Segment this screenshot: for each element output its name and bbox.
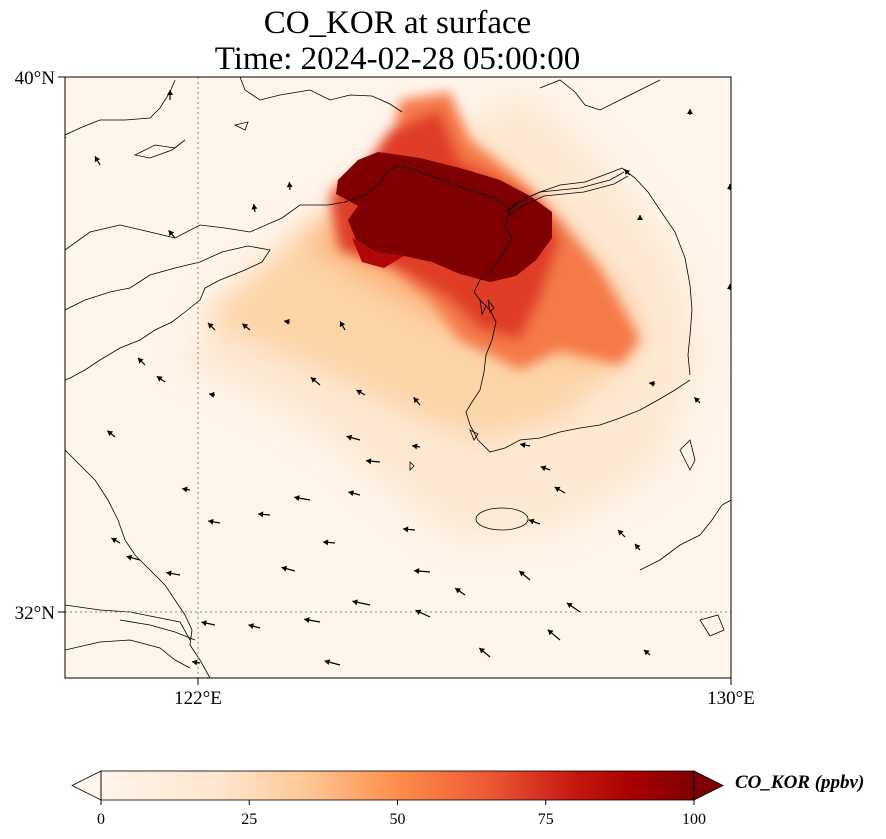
wind-arrow: [201, 620, 216, 627]
wind-arrow: [566, 602, 581, 613]
wind-arrow: [634, 543, 641, 551]
colorbar-tick-label: 75: [538, 811, 554, 828]
wind-arrow: [324, 659, 341, 666]
map-panel: [65, 77, 731, 678]
wind-arrow: [520, 442, 531, 449]
wind-arrow: [478, 647, 491, 658]
map-frame: [64, 76, 732, 679]
wind-arrow: [413, 396, 421, 406]
wind-arrow: [304, 617, 321, 624]
x-axis: 122°E 130°E: [174, 678, 755, 709]
wind-arrow: [348, 490, 361, 497]
wind-arrow: [182, 486, 191, 493]
wind-arrow: [126, 554, 141, 561]
wind-arrow: [286, 181, 293, 191]
wind-arrow: [414, 568, 431, 575]
wind-arrow: [412, 443, 421, 450]
colorbar-gradient: [101, 771, 694, 800]
wind-arrow: [208, 391, 216, 398]
wind-arrow: [623, 168, 631, 176]
wind-arrow: [356, 389, 366, 396]
wind-arrow: [402, 526, 416, 533]
wind-arrow: [322, 539, 336, 546]
wind-arrow: [248, 623, 261, 630]
x-tick-label-130: 130°E: [707, 688, 755, 709]
wind-arrow: [528, 518, 541, 525]
y-tick-label-32: 32°N: [15, 603, 56, 624]
wind-arrow: [687, 109, 693, 115]
colorbar-ticks: 0 25 50 75 100: [97, 800, 706, 828]
wind-arrow: [366, 458, 381, 465]
wind-arrow: [156, 375, 166, 383]
wind-arrow: [167, 90, 173, 100]
wind-arrow: [547, 629, 561, 641]
wind-arrow: [106, 430, 116, 438]
wind-arrow: [257, 511, 271, 518]
wind-arrow: [727, 184, 731, 190]
wind-vectors: [65, 90, 731, 666]
colorbar-min-extend: [71, 770, 102, 801]
x-tick-label-122: 122°E: [174, 688, 222, 709]
wind-arrow: [617, 529, 626, 538]
wind-arrow: [251, 204, 258, 213]
wind-arrow: [540, 465, 551, 472]
wind-arrow: [241, 323, 251, 331]
map-time-subtitle: Time: 2024-02-28 05:00:00: [214, 41, 581, 77]
co-concentration-field: [180, 90, 700, 540]
wind-arrow: [94, 156, 101, 166]
wind-arrow: [137, 357, 146, 366]
wind-arrow: [166, 570, 181, 577]
wind-arrow: [415, 609, 431, 618]
wind-arrow: [346, 434, 361, 441]
wind-arrow: [283, 318, 291, 325]
wind-arrow: [192, 659, 201, 666]
wind-arrow: [352, 599, 371, 606]
wind-arrow: [207, 322, 216, 331]
wind-arrow: [554, 486, 566, 494]
wind-arrow: [310, 376, 321, 386]
wind-arrow: [294, 495, 311, 502]
colorbar-max-extend: [693, 770, 724, 801]
wind-arrow: [281, 565, 296, 572]
wind-arrow: [65, 572, 66, 573]
colorbar-tick-label: 50: [390, 811, 406, 828]
colorbar-tick-label: 25: [241, 811, 257, 828]
wind-arrow: [65, 649, 66, 650]
gridlines: [65, 77, 731, 678]
wind-arrow: [339, 321, 346, 331]
colorbar: 0 25 50 75 100 CO_KOR (ppbv): [71, 770, 864, 828]
coastlines: [65, 77, 731, 678]
wind-arrow: [643, 649, 651, 656]
map-title: CO_KOR at surface: [263, 5, 532, 41]
wind-arrow: [168, 229, 176, 239]
y-tick-label-40: 40°N: [15, 68, 56, 89]
wind-arrow: [693, 396, 701, 404]
wind-arrow: [727, 284, 731, 290]
colorbar-tick-label: 0: [97, 811, 105, 828]
wind-arrow: [518, 570, 531, 581]
colorbar-title: CO_KOR (ppbv): [735, 772, 864, 793]
colorbar-tick-label: 100: [682, 811, 706, 828]
wind-arrow: [454, 587, 466, 596]
wind-arrow: [208, 518, 221, 525]
wind-arrow: [111, 537, 121, 544]
y-axis: 40°N 32°N: [15, 68, 65, 624]
wind-arrow: [648, 380, 656, 387]
wind-arrow: [637, 215, 643, 220]
